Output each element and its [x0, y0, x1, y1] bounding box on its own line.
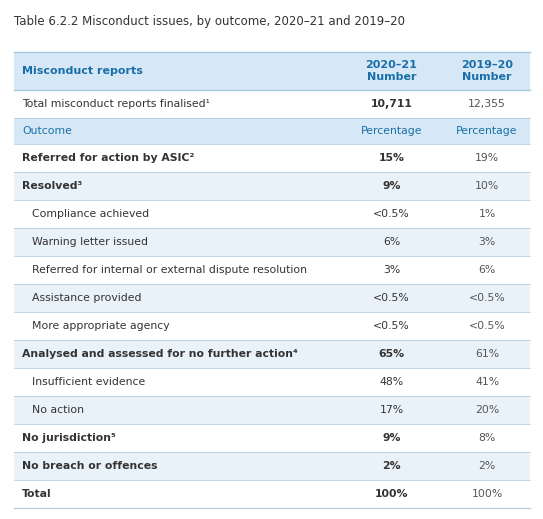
Text: Assistance provided: Assistance provided: [32, 293, 142, 303]
Text: Referred for action by ASIC²: Referred for action by ASIC²: [22, 153, 194, 163]
Bar: [14, 312, 530, 340]
Text: Total: Total: [22, 489, 52, 499]
Text: Percentage: Percentage: [456, 126, 517, 136]
Text: Compliance achieved: Compliance achieved: [32, 209, 149, 219]
Text: 15%: 15%: [378, 153, 405, 163]
Bar: [14, 424, 530, 452]
Text: Percentage: Percentage: [361, 126, 422, 136]
Text: 19%: 19%: [475, 153, 499, 163]
Bar: [14, 144, 530, 172]
Text: 2020–21
Number: 2020–21 Number: [365, 60, 418, 82]
Text: <0.5%: <0.5%: [469, 293, 506, 303]
Text: No jurisdiction⁵: No jurisdiction⁵: [22, 433, 116, 443]
Text: 12,355: 12,355: [468, 99, 506, 109]
Text: 8%: 8%: [478, 433, 496, 443]
Text: No breach or offences: No breach or offences: [22, 461, 157, 471]
Bar: [14, 368, 530, 396]
Text: 65%: 65%: [378, 349, 405, 359]
Bar: [14, 340, 530, 368]
Bar: [14, 118, 530, 144]
Text: 17%: 17%: [380, 405, 403, 415]
Text: Misconduct reports: Misconduct reports: [22, 66, 143, 76]
Text: 6%: 6%: [383, 237, 400, 247]
Text: 6%: 6%: [478, 265, 496, 275]
Text: Analysed and assessed for no further action⁴: Analysed and assessed for no further act…: [22, 349, 298, 359]
Bar: [14, 452, 530, 480]
Text: Warning letter issued: Warning letter issued: [32, 237, 148, 247]
Text: Outcome: Outcome: [22, 126, 72, 136]
Text: More appropriate agency: More appropriate agency: [32, 321, 169, 331]
Text: 20%: 20%: [475, 405, 499, 415]
Text: Referred for internal or external dispute resolution: Referred for internal or external disput…: [32, 265, 307, 275]
Text: 61%: 61%: [475, 349, 499, 359]
Bar: [14, 200, 530, 228]
Text: 100%: 100%: [471, 489, 503, 499]
Bar: [14, 396, 530, 424]
Text: 3%: 3%: [383, 265, 400, 275]
Text: Total misconduct reports finalised¹: Total misconduct reports finalised¹: [22, 99, 210, 109]
Bar: [14, 284, 530, 312]
Text: 100%: 100%: [375, 489, 408, 499]
Text: 48%: 48%: [380, 377, 403, 387]
Text: <0.5%: <0.5%: [373, 293, 410, 303]
Text: 2019–20
Number: 2019–20 Number: [461, 60, 513, 82]
Text: Insufficient evidence: Insufficient evidence: [32, 377, 145, 387]
Text: Table 6.2.2 Misconduct issues, by outcome, 2020–21 and 2019–20: Table 6.2.2 Misconduct issues, by outcom…: [14, 15, 405, 28]
Text: 3%: 3%: [478, 237, 496, 247]
Text: 9%: 9%: [382, 181, 401, 191]
Text: 2%: 2%: [478, 461, 496, 471]
Text: 2%: 2%: [382, 461, 401, 471]
Text: <0.5%: <0.5%: [373, 209, 410, 219]
Bar: [14, 256, 530, 284]
Text: No action: No action: [32, 405, 84, 415]
Bar: [14, 480, 530, 508]
Text: <0.5%: <0.5%: [469, 321, 506, 331]
Text: 10%: 10%: [475, 181, 499, 191]
Text: 41%: 41%: [475, 377, 499, 387]
Text: <0.5%: <0.5%: [373, 321, 410, 331]
Bar: [14, 228, 530, 256]
Bar: [14, 52, 530, 90]
Text: Resolved³: Resolved³: [22, 181, 82, 191]
Text: 9%: 9%: [382, 433, 401, 443]
Bar: [14, 90, 530, 118]
Bar: [14, 172, 530, 200]
Text: 10,711: 10,711: [370, 99, 413, 109]
Text: 1%: 1%: [478, 209, 496, 219]
